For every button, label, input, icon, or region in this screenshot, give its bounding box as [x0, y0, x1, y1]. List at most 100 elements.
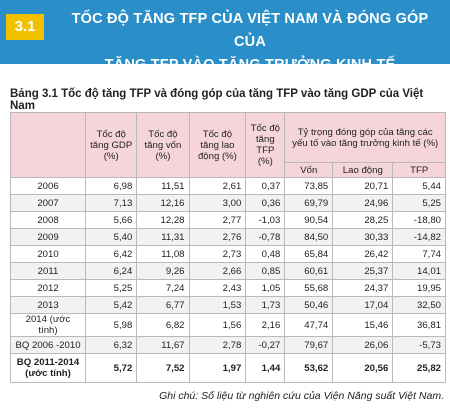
row-label: 2006	[10, 177, 86, 195]
header-cell: Tốc độ tăng GDP (%)	[84, 112, 138, 178]
header-cell	[10, 112, 86, 178]
header-cell: Tốc độ tăng vốn (%)	[136, 112, 190, 178]
cell: 69,79	[284, 194, 334, 212]
row-label: 2011	[10, 262, 86, 280]
cell: 2,77	[188, 211, 247, 229]
cell: 6,32	[84, 336, 138, 354]
cell: 26,06	[332, 336, 394, 354]
cell: 84,50	[284, 228, 334, 246]
cell: 2,73	[188, 245, 247, 263]
row-label: 2014 (ước tính)	[10, 313, 86, 337]
row-label: 2008	[10, 211, 86, 229]
cell: 20,71	[332, 177, 394, 195]
table-row: 2010 6,42 11,08 2,73 0,48 65,84 26,42 7,74	[10, 245, 446, 263]
cell: 7,13	[84, 194, 138, 212]
cell: 50,46	[284, 296, 334, 314]
table-row: 2013 5,42 6,77 1,53 1,73 50,46 17,04 32,50	[10, 296, 446, 314]
cell: 1,56	[188, 313, 247, 337]
cell: 5,25	[392, 194, 446, 212]
table-row: 2014 (ước tính) 5,98 6,82 1,56 2,16 47,74 15,4…	[10, 313, 446, 337]
cell: 24,37	[332, 279, 394, 297]
cell: 7,24	[136, 279, 190, 297]
table-row: 2008 5,66 12,28 2,77 -1,03 90,54 28,25 -18,80	[10, 211, 446, 229]
cell: 15,46	[332, 313, 394, 337]
cell: 6,82	[136, 313, 190, 337]
cell: -18,80	[392, 211, 446, 229]
cell: 90,54	[284, 211, 334, 229]
header-cell: Lao động	[332, 162, 394, 178]
cell: 14,01	[392, 262, 446, 280]
cell: 5,66	[84, 211, 138, 229]
cell: 9,26	[136, 262, 190, 280]
cell: 20,56	[332, 353, 394, 383]
cell: 79,67	[284, 336, 334, 354]
row-label: BQ 2006 -2010	[10, 336, 86, 354]
cell: 1,44	[245, 353, 286, 383]
cell: 30,33	[332, 228, 394, 246]
row-label: 2009	[10, 228, 86, 246]
cell: 12,28	[136, 211, 190, 229]
table-row: 2009 5,40 11,31 2,76 -0,78 84,50 30,33 -14,82	[10, 228, 446, 246]
cell: 0,85	[245, 262, 286, 280]
cell: 6,98	[84, 177, 138, 195]
cell: -14,82	[392, 228, 446, 246]
cell: 17,04	[332, 296, 394, 314]
cell: 65,84	[284, 245, 334, 263]
cell: 0,36	[245, 194, 286, 212]
header-group: Tỷ trọng đóng góp của tăng các yếu tố và…	[284, 112, 446, 163]
cell: 2,76	[188, 228, 247, 246]
cell: 5,44	[392, 177, 446, 195]
header-cell: TFP	[392, 162, 446, 178]
cell: -0,27	[245, 336, 286, 354]
banner: 3.1 TỐC ĐỘ TĂNG TFP CỦA VIỆT NAM VÀ ĐÓNG…	[0, 0, 450, 73]
cell: 7,52	[136, 353, 190, 383]
cell: 6,42	[84, 245, 138, 263]
row-label: BQ 2011-2014 (ước tính)	[10, 353, 86, 383]
cell: 0,48	[245, 245, 286, 263]
cell: 25,37	[332, 262, 394, 280]
cell: 1,53	[188, 296, 247, 314]
cell: 5,72	[84, 353, 138, 383]
cell: 47,74	[284, 313, 334, 337]
cell: 24,96	[332, 194, 394, 212]
cell: 11,08	[136, 245, 190, 263]
cell: 11,51	[136, 177, 190, 195]
cell: 12,16	[136, 194, 190, 212]
cell: 2,43	[188, 279, 247, 297]
cell: 6,77	[136, 296, 190, 314]
table-row: 2011 6,24 9,26 2,66 0,85 60,61 25,37 14,01	[10, 262, 446, 280]
row-label: 2010	[10, 245, 86, 263]
cell: -0,78	[245, 228, 286, 246]
cell: 0,37	[245, 177, 286, 195]
cell: 2,66	[188, 262, 247, 280]
row-label: 2013	[10, 296, 86, 314]
cell: 73,85	[284, 177, 334, 195]
cell: 60,61	[284, 262, 334, 280]
cell: 32,50	[392, 296, 446, 314]
cell: 3,00	[188, 194, 247, 212]
header-cell: Tốc độ tăng lao động (%)	[188, 112, 247, 178]
table-caption: Bảng 3.1 Tốc độ tăng TFP và đóng góp của…	[10, 88, 424, 112]
cell: 2,16	[245, 313, 286, 337]
cell: 36,81	[392, 313, 446, 337]
cell: 19,95	[392, 279, 446, 297]
cell: 26,42	[332, 245, 394, 263]
header-cell: Vốn	[284, 162, 334, 178]
section-title: TỐC ĐỘ TĂNG TFP CỦA VIỆT NAM VÀ ĐÓNG GÓP…	[54, 8, 446, 77]
table-row: 2006 6,98 11,51 2,61 0,37 73,85 20,71 5,44	[10, 177, 446, 195]
cell: 6,24	[84, 262, 138, 280]
section-number: 3.1	[6, 14, 44, 40]
header-cell: Tốc độ tăng TFP (%)	[245, 112, 286, 178]
cell: 11,67	[136, 336, 190, 354]
table-body: 2006 6,98 11,51 2,61 0,37 73,85 20,71 5,44 2007 7…	[10, 177, 446, 383]
cell: -1,03	[245, 211, 286, 229]
cell: 5,25	[84, 279, 138, 297]
cell: 2,78	[188, 336, 247, 354]
title-line: TĂNG TFP VÀO TĂNG TRƯỞNG KINH TẾ	[104, 57, 396, 73]
title-line: TỐC ĐỘ TĂNG TFP CỦA VIỆT NAM VÀ ĐÓNG GÓP…	[71, 11, 429, 50]
cell: 11,31	[136, 228, 190, 246]
table-row: BQ 2011-2014 (ước tính) 5,72 7,52 1,97 1,44 5…	[10, 353, 446, 383]
cell: 5,98	[84, 313, 138, 337]
table-row: BQ 2006 -2010 6,32 11,67 2,78 -0,27 79,67 26,0…	[10, 336, 446, 354]
